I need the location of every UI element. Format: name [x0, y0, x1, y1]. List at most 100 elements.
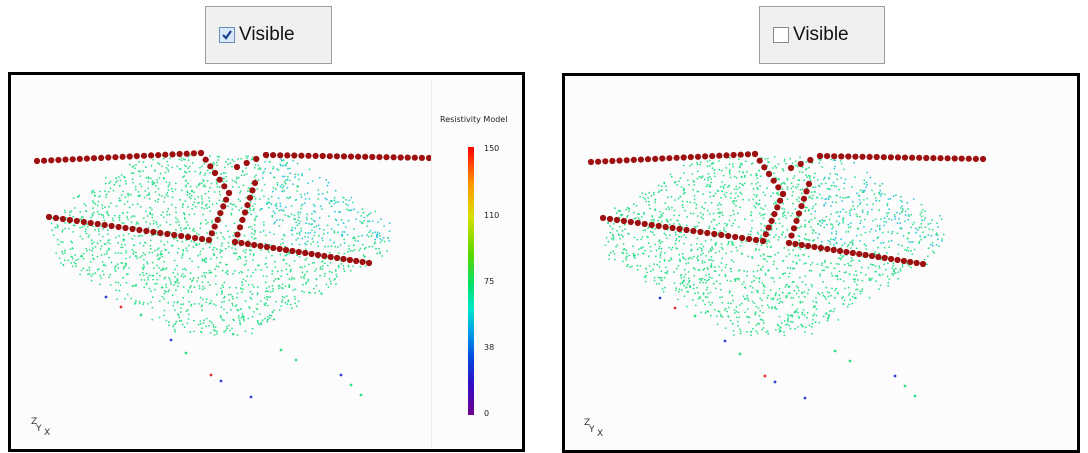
electrode-marker [894, 154, 902, 161]
data-point [104, 295, 108, 299]
electrode-marker [811, 243, 818, 251]
electrode-marker [305, 152, 312, 159]
legend-tick: 38 [484, 343, 495, 352]
visible-checkbox-right[interactable]: Visible [759, 6, 885, 64]
electrode-marker [126, 153, 133, 160]
electrode-marker [319, 152, 326, 160]
color-scale-bar [468, 147, 474, 415]
electrode-marker [197, 149, 205, 157]
electrode-marker [48, 157, 55, 164]
electrode-marker [887, 154, 894, 161]
electrode-marker [648, 221, 655, 229]
data-point [658, 296, 662, 300]
electrode-marker [376, 154, 383, 161]
point-cloud-scene[interactable] [565, 76, 1077, 450]
electrode-marker [817, 244, 824, 252]
electrode-marker [52, 214, 60, 222]
electrode-marker [277, 152, 284, 159]
electrode-marker [220, 203, 227, 210]
checkbox-box[interactable] [219, 27, 235, 43]
electrode-marker [787, 164, 795, 172]
checkbox-box[interactable] [773, 27, 789, 43]
electrode-marker [795, 210, 803, 217]
electrode-marker [866, 153, 873, 160]
electrode-marker [171, 231, 178, 239]
electrode-marker [225, 189, 233, 197]
electrode-marker [334, 254, 341, 262]
electrode-marker [233, 163, 241, 171]
legend-tick-max: 150 [484, 144, 500, 153]
electrode-marker [761, 164, 768, 171]
electrode-marker [845, 153, 852, 160]
electrode-marker [221, 183, 228, 190]
point-cloud-scene[interactable] [11, 75, 522, 449]
data-point [803, 396, 807, 400]
electrode-marker [768, 217, 775, 224]
electrode-marker [238, 239, 245, 247]
electrode-marker [162, 151, 169, 158]
electrode-marker [346, 256, 353, 264]
electrode-marker [595, 158, 602, 165]
data-point [833, 349, 837, 353]
electrode-marker [143, 227, 150, 235]
visible-checkbox-left[interactable]: Visible [205, 6, 332, 64]
electrode-marker [397, 154, 404, 161]
electrode-marker [680, 154, 687, 161]
electrode-marker [644, 156, 652, 163]
electrode-marker [652, 155, 659, 162]
electrode-marker [901, 154, 909, 161]
electrode-marker [234, 231, 241, 238]
electrode-marker [900, 257, 907, 265]
electrode-marker [312, 152, 319, 159]
electrode-marker [208, 230, 215, 237]
electrode-marker [637, 156, 644, 163]
electrode-marker [62, 156, 69, 163]
data-point [339, 373, 343, 377]
electrode-marker [55, 156, 62, 164]
electrode-marker [797, 160, 804, 168]
data-point [903, 384, 907, 388]
electrode-marker [76, 155, 83, 162]
electrode-marker [709, 153, 716, 160]
electrode-marker [270, 152, 277, 159]
render-view-no-legend[interactable]: Z Y X [562, 73, 1080, 453]
electrode-marker [302, 249, 309, 257]
render-view-with-legend[interactable]: Resistivity Model 150 110 75 38 0 Z Y X [8, 72, 525, 452]
electrode-marker [105, 154, 112, 161]
electrode-marker [83, 155, 90, 162]
electrode-marker [690, 227, 697, 235]
electrode-marker [282, 246, 290, 254]
electrode-marker [66, 216, 73, 224]
data-point [279, 348, 283, 352]
electrode-marker [704, 229, 711, 237]
data-point [723, 339, 727, 343]
electrode-marker [881, 254, 888, 262]
electrode-marker [244, 240, 251, 248]
electrode-marker [694, 153, 702, 160]
data-point [119, 305, 123, 309]
data-point [913, 394, 917, 398]
electrode-marker [669, 224, 676, 232]
electrode-marker [765, 170, 773, 178]
electrode-marker [771, 211, 778, 218]
electrode-marker [411, 154, 418, 161]
data-point [294, 358, 298, 362]
electrode-marker [752, 236, 760, 244]
electrode-marker [148, 152, 155, 159]
data-point [848, 359, 852, 363]
electrode-marker [718, 231, 725, 239]
electrode-marker [347, 153, 355, 160]
electrode-marker [739, 234, 746, 242]
electrode-marker [852, 153, 859, 160]
electrode-marker [198, 235, 206, 243]
electrode-marker [98, 154, 105, 161]
electrode-marker [951, 155, 958, 162]
electrode-marker [744, 151, 751, 158]
electrode-marker [214, 216, 221, 223]
electrode-marker [659, 155, 666, 162]
electrode-marker [602, 158, 609, 165]
electrode-marker [270, 244, 277, 252]
electrode-marker [249, 187, 256, 194]
electrode-marker [958, 155, 965, 162]
electrode-marker [937, 155, 944, 162]
